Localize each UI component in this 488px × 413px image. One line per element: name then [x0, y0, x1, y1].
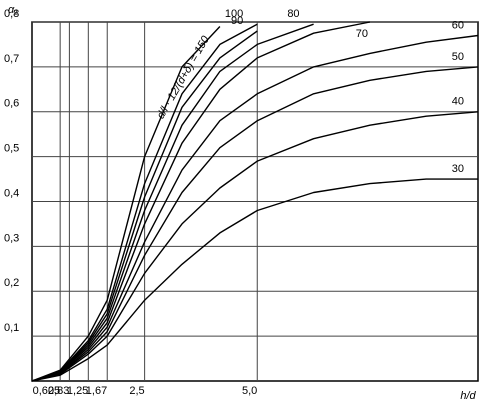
curve-label: 50	[452, 51, 464, 63]
y-tick-label: 0,7	[4, 53, 19, 65]
x-tick-label: 0,625	[33, 385, 61, 397]
y-tick-label: 0,6	[4, 98, 19, 110]
curve-label: 150	[192, 33, 212, 56]
y-tick-label: 0,2	[4, 277, 19, 289]
curve	[31, 34, 479, 382]
curve-label: 90	[231, 15, 243, 27]
curve-label: 60	[452, 19, 464, 31]
curve-label: 80	[287, 8, 299, 20]
y-axis-label: α₁	[8, 4, 18, 16]
y-tick-label: 0,8	[4, 8, 19, 20]
x-tick-label: 5,0	[242, 385, 257, 397]
curve-annotation: d/l · 12/(d+δ) =150	[155, 33, 213, 121]
y-tick-label: 0,1	[4, 322, 19, 334]
curve	[31, 111, 479, 382]
y-tick-label: 0,4	[4, 187, 19, 199]
x-tick-label: 1,67	[86, 385, 107, 397]
curve	[31, 21, 371, 382]
curve	[31, 66, 479, 382]
curve-label: 40	[452, 96, 464, 108]
curve-label: 100	[225, 8, 243, 20]
curve-label: 30	[452, 163, 464, 175]
x-axis-label: h/d	[460, 390, 476, 402]
curve	[31, 23, 314, 382]
curve	[31, 178, 478, 382]
y-tick-label: 0,3	[4, 232, 19, 244]
x-tick-label: 0,83	[48, 385, 69, 397]
annotation-text: d/l · 12/(d+δ) =	[155, 52, 202, 121]
curve-label: 70	[356, 28, 368, 40]
x-tick-label: 1,25	[67, 385, 88, 397]
x-tick-label: 2,5	[129, 385, 144, 397]
y-tick-label: 0,5	[4, 143, 19, 155]
